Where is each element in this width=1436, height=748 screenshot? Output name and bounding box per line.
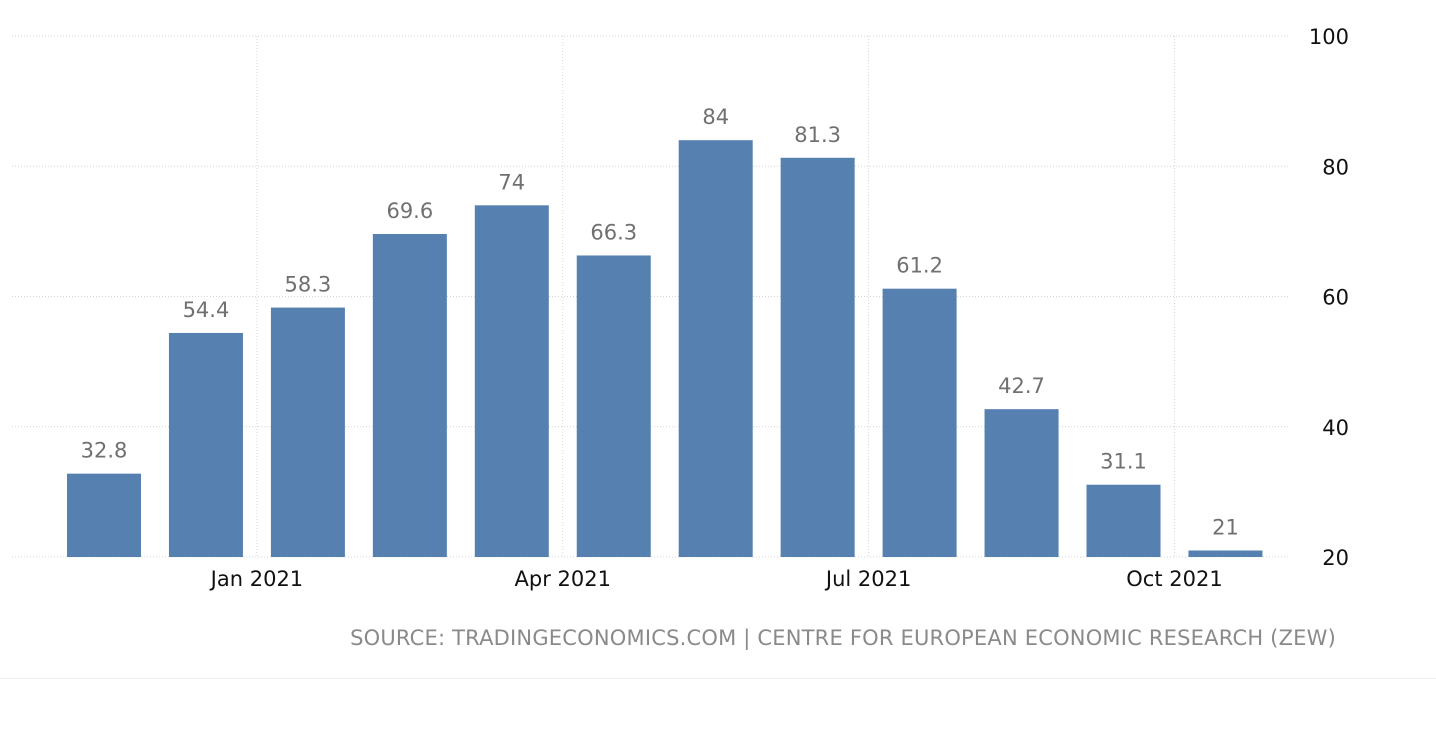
y-tick-label: 100 (1309, 25, 1349, 49)
bar-value-label: 81.3 (794, 123, 841, 147)
x-tick-label: Jul 2021 (824, 567, 911, 591)
bar (984, 409, 1059, 557)
bar (780, 157, 855, 557)
y-tick-label: 40 (1322, 416, 1349, 440)
bar (678, 140, 753, 557)
bar-value-label: 32.8 (81, 439, 128, 463)
bar-value-label: 74 (498, 170, 525, 194)
bar-value-label: 66.3 (590, 220, 637, 244)
bar-value-label: 69.6 (386, 199, 433, 223)
source-attribution: SOURCE: TRADINGECONOMICS.COM | CENTRE FO… (350, 626, 1336, 650)
bar-value-label: 61.2 (896, 254, 943, 278)
bar (270, 307, 345, 557)
x-tick-label: Jan 2021 (209, 567, 304, 591)
bar (882, 288, 957, 557)
bar-value-label: 31.1 (1100, 450, 1147, 474)
bar (1086, 484, 1161, 557)
bar-value-label: 58.3 (285, 273, 332, 297)
bar (67, 473, 141, 557)
bar-value-label: 42.7 (998, 374, 1045, 398)
y-tick-label: 60 (1322, 286, 1349, 310)
bar-value-label: 84 (702, 105, 729, 129)
bar (372, 233, 447, 558)
bar (576, 255, 651, 557)
bar (474, 205, 549, 557)
x-tick-label: Oct 2021 (1126, 567, 1222, 591)
bar-chart: 100 80 60 40 20 Jan 2021 Apr 2021 Jul 2021 Oct 2… (12, 25, 1349, 591)
bar (168, 332, 243, 557)
bottom-divider (0, 678, 1436, 679)
bar-value-label: 21 (1212, 515, 1239, 539)
x-tick-label: Apr 2021 (515, 567, 611, 591)
y-tick-label: 20 (1322, 546, 1349, 570)
y-tick-label: 80 (1322, 155, 1349, 179)
bar-value-label: 54.4 (183, 298, 230, 322)
bar (1188, 550, 1263, 557)
